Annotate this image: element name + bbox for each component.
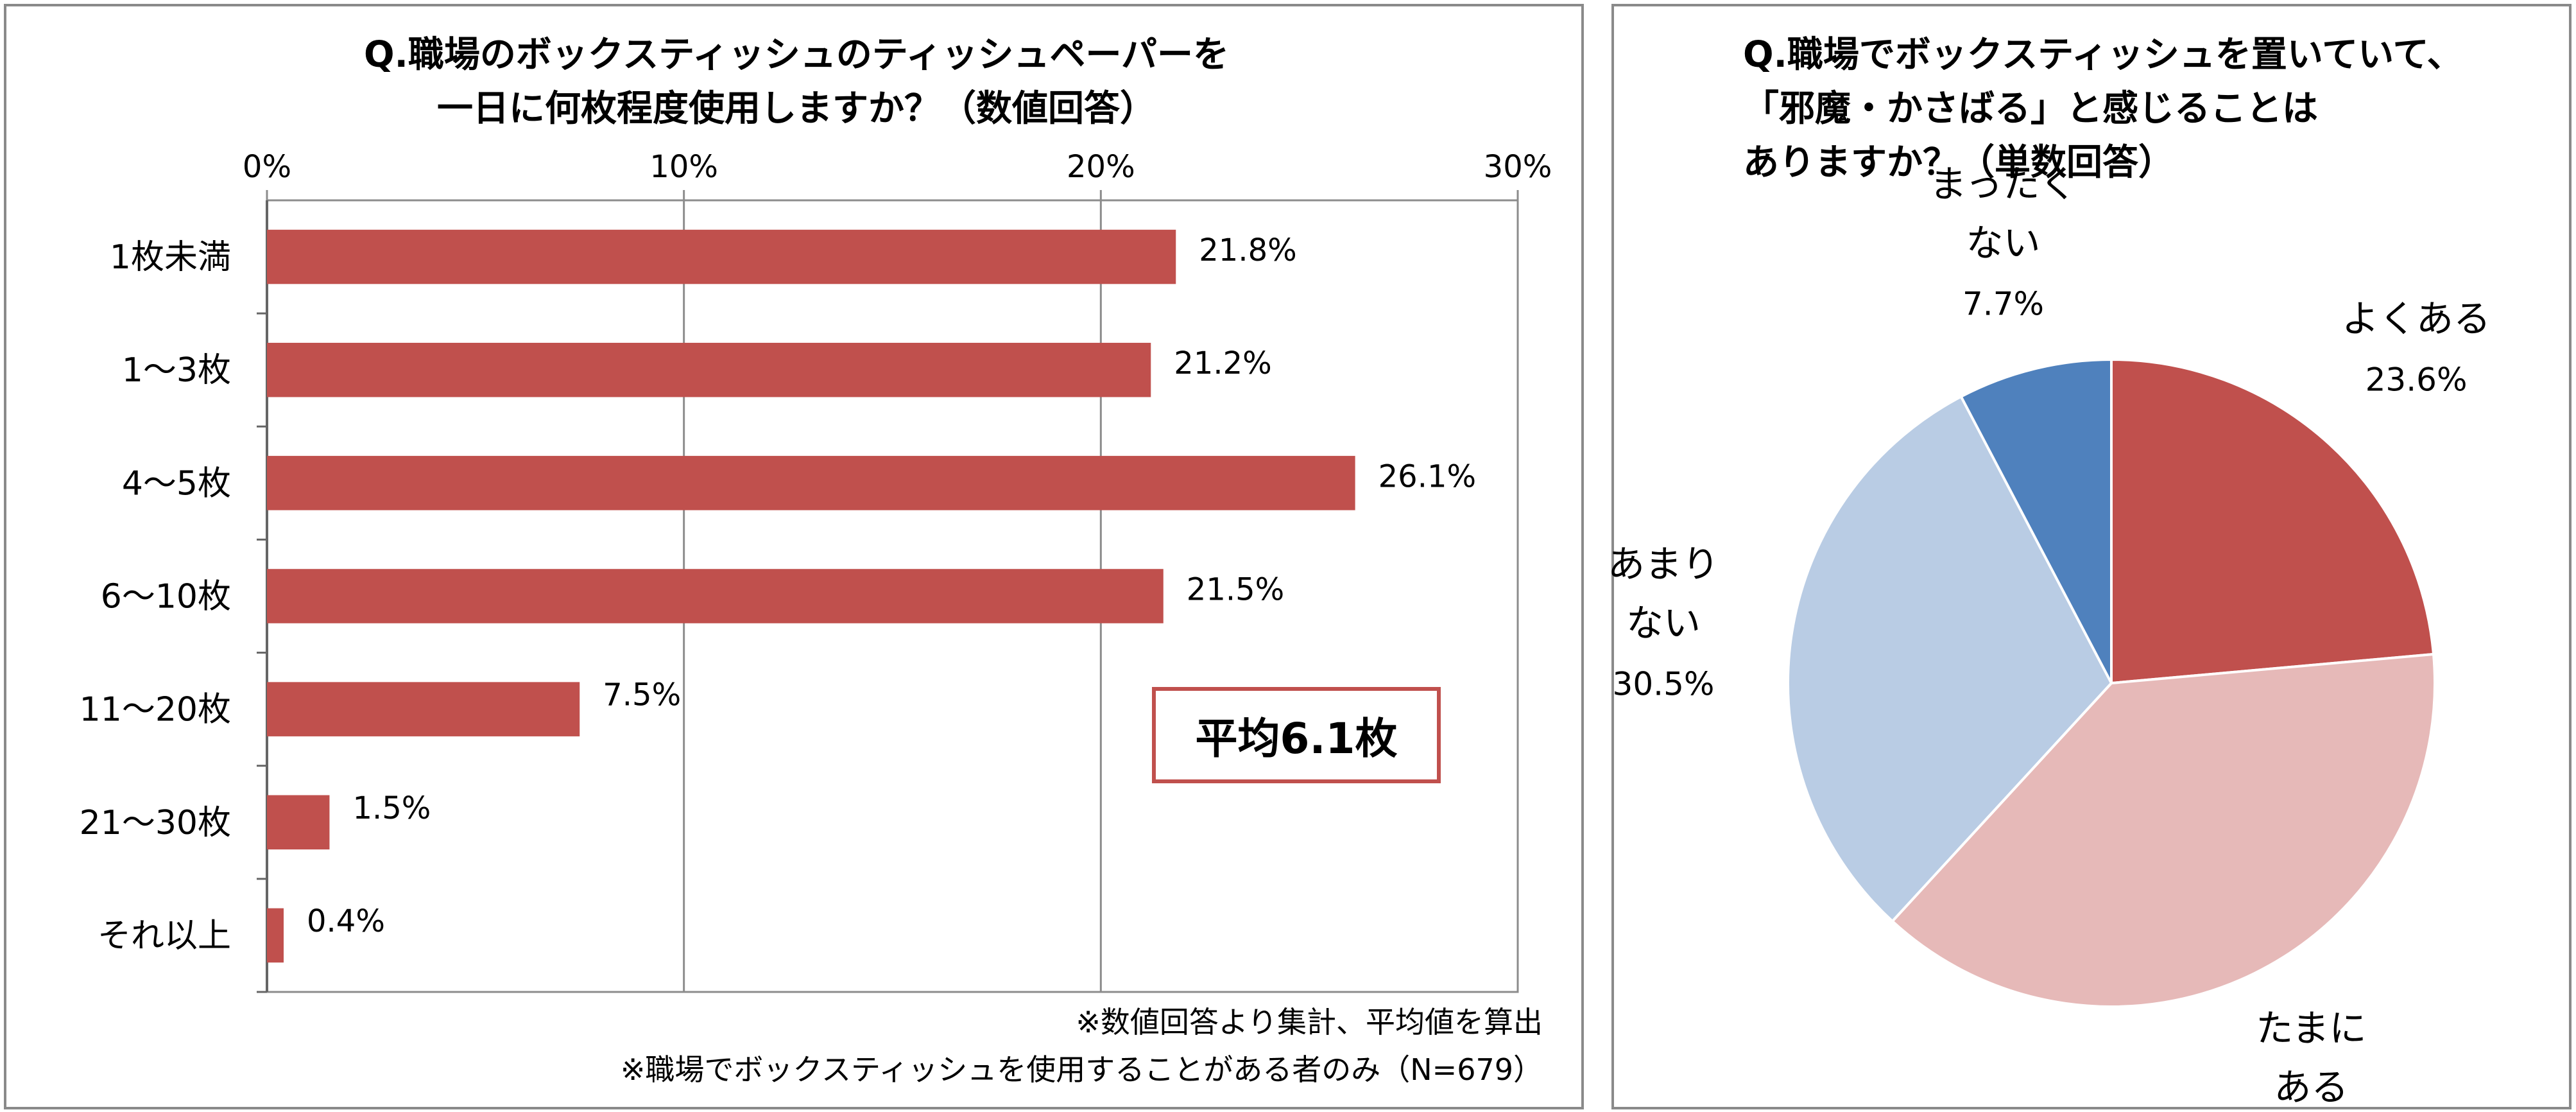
pie-value-label: 23.6% (2366, 361, 2468, 398)
x-tick-label: 30% (1484, 149, 1552, 185)
category-label: 6～10枚 (101, 578, 231, 616)
bar-chart-panel: Q.職場のボックスティッシュのティッシュペーパーを 一日に何枚程度使用しますか？… (4, 4, 1584, 1109)
category-label: 21～30枚 (80, 804, 231, 842)
sample-note: ※職場でボックスティッシュを使用することがある者のみ（N=679） (620, 1052, 1543, 1087)
pie-category-label: よくある (2342, 297, 2491, 340)
bar-chart-title-line-2: 一日に何枚程度使用しますか？（数値回答） (437, 88, 1156, 130)
bar (267, 229, 1176, 284)
bar (267, 682, 580, 736)
bar (267, 908, 284, 963)
pie-chart-title-line-3: ありますか？（単数回答） (1743, 142, 2174, 184)
bar-value-label: 1.5% (352, 790, 431, 826)
bar-value-label: 21.8% (1199, 232, 1296, 268)
x-tick-label: 0% (243, 149, 291, 185)
pie-chart-panel: Q.職場でボックスティッシュを置いていて、 「邪魔・かさばる」と感じることは あ… (1608, 4, 2572, 1109)
bar-value-label: 21.5% (1187, 572, 1284, 608)
pie-category-label: たまに (2256, 1006, 2366, 1050)
pie-value-label: 7.7% (1962, 285, 2044, 322)
bar-chart-title-line-1: Q.職場のボックスティッシュのティッシュペーパーを (364, 34, 1229, 76)
category-label: 1～3枚 (122, 351, 231, 390)
pie-slice (2110, 358, 2435, 685)
bar (267, 342, 1151, 397)
pie-chart-title-line-2: 「邪魔・かさばる」と感じることは (1743, 88, 2318, 130)
aggregation-note: ※数値回答より集計、平均値を算出 (1076, 1005, 1543, 1039)
pie-chart-title-line-1: Q.職場でボックスティッシュを置いていて、 (1743, 34, 2463, 76)
pie-slice (1959, 358, 2113, 684)
bar-value-label: 0.4% (307, 903, 385, 939)
pie-category-label: ある (2274, 1065, 2348, 1109)
pie-category-label: ない (1966, 221, 2041, 265)
pie-value-label: 30.5% (1613, 666, 1715, 703)
bar (267, 569, 1163, 623)
pie-category-label: あまり (1608, 543, 1719, 586)
average-annotation-box: 平均6.1枚 (1152, 687, 1441, 783)
bar-value-label: 7.5% (603, 677, 681, 713)
bar-chart: 0% 10% 20% 30% 1枚未満 21.8% 1～3枚 21.2% 4～5枚 26.1% 6～… (80, 149, 1552, 993)
category-label: 4～5枚 (122, 464, 231, 503)
pie-slice (1890, 652, 2436, 1009)
bar (267, 795, 330, 850)
bar-value-label: 26.1% (1378, 458, 1476, 494)
category-label: 11～20枚 (80, 691, 231, 729)
category-label: それ以上 (98, 917, 231, 955)
pie-category-label: ない (1626, 602, 1701, 645)
category-label: 1枚未満 (110, 238, 231, 277)
bar-chart-title: Q.職場のボックスティッシュのティッシュペーパーを 一日に何枚程度使用しますか？… (6, 28, 1586, 136)
pie-category-label: まったく (1930, 162, 2077, 205)
pie-slice (1787, 395, 2113, 923)
pie-chart-title: Q.職場でボックスティッシュを置いていて、 「邪魔・かさばる」と感じることは あ… (1743, 28, 2463, 190)
bar-value-label: 21.2% (1174, 345, 1271, 381)
bar (267, 456, 1355, 510)
x-tick-label: 10% (649, 149, 718, 185)
x-tick-label: 20% (1067, 149, 1135, 185)
